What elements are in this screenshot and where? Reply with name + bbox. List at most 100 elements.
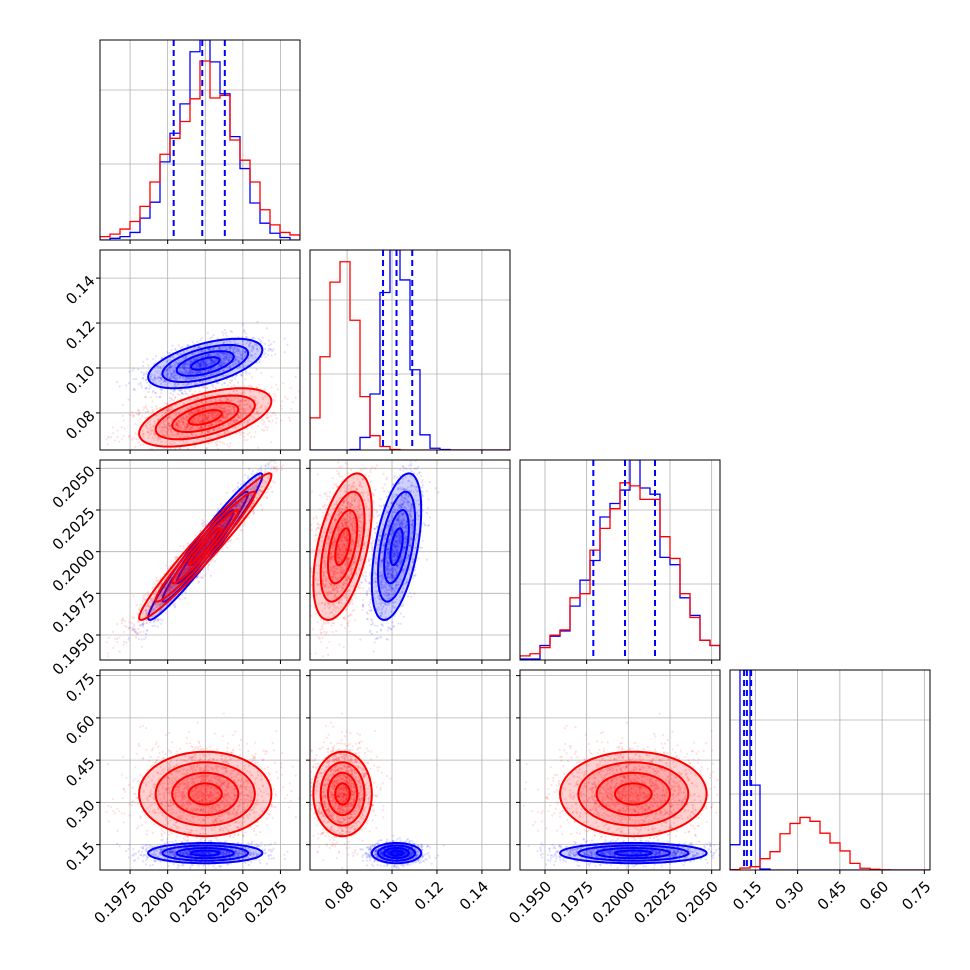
scatter-point [210,359,214,362]
scatter-point [118,650,121,653]
scatter-point [125,463,127,465]
scatter-point [199,362,202,365]
scatter-point [189,370,192,374]
scatter-point [246,360,250,363]
scatter-point [122,640,125,644]
scatter-point [189,405,192,408]
scatter-point [227,359,230,362]
scatter-point [280,419,283,422]
scatter-point [191,340,194,344]
scatter-point [160,622,163,625]
scatter-point [112,432,115,435]
scatter-point [184,367,187,370]
scatter-point [264,355,267,359]
scatter-point [239,357,242,360]
scatter-point [199,346,202,349]
scatter-point [203,523,206,526]
scatter-point [202,361,205,364]
scatter-point [106,443,109,446]
scatter-point [223,358,226,362]
scatter-point [248,372,251,375]
scatter-point [294,375,297,378]
scatter-point [139,630,142,634]
scatter-point [272,348,275,351]
scatter-point [312,393,314,395]
scatter-point [226,355,229,358]
scatter-point [137,368,140,371]
scatter-point [187,371,190,375]
scatter-point [173,369,177,373]
scatter-point [223,381,226,384]
scatter-point [220,351,223,354]
scatter-point [201,362,204,366]
scatter-point [226,384,229,387]
scatter-point [181,365,184,369]
scatter-point [178,366,181,369]
scatter-point [197,371,200,374]
scatter-point [202,361,205,365]
scatter-point [236,350,239,353]
scatter-point [211,349,214,352]
scatter-point [188,389,192,393]
scatter-point [184,591,187,594]
scatter-point [240,373,243,376]
scatter-point [185,371,188,375]
scatter-point [157,375,160,378]
scatter-point [266,428,269,432]
scatter-point [176,382,179,385]
scatter-point [243,385,246,388]
scatter-point [160,379,163,382]
scatter-point [262,422,265,425]
scatter-point [217,507,220,510]
scatter-point [198,370,201,373]
scatter-point [196,346,200,349]
scatter-point [172,356,175,359]
scatter-point [148,387,151,390]
scatter-point [197,345,200,349]
scatter-point [211,373,214,377]
scatter-point [228,365,231,369]
scatter-point [144,632,148,635]
scatter-point [132,377,136,381]
scatter-point [231,348,234,352]
scatter-point [152,376,156,380]
scatter-point [196,365,199,368]
scatter-point [255,386,258,389]
scatter-point [195,357,199,361]
scatter-point [209,368,212,371]
scatter-point [203,362,206,365]
scatter-point [128,413,131,417]
scatter-point [159,365,162,369]
scatter-point [228,348,231,351]
scatter-point [184,366,187,369]
scatter-point [235,432,238,436]
scatter-point [153,378,156,381]
scatter-point [208,353,211,356]
scatter-point [134,422,137,426]
scatter-point [229,347,232,350]
scatter-point [220,364,223,367]
scatter-point [200,350,204,353]
scatter-point [210,336,213,339]
scatter-point [264,468,267,471]
scatter-point [234,362,237,365]
scatter-point [188,376,191,380]
scatter-point [152,410,155,413]
scatter-point [241,358,244,361]
scatter-point [203,362,206,365]
scatter-point [270,440,273,444]
scatter-point [220,374,224,377]
scatter-point [179,369,182,373]
scatter-point [222,374,225,377]
scatter-point [156,450,158,452]
scatter-point [190,368,193,371]
scatter-point [205,359,208,362]
scatter-point [205,447,208,450]
y-tick-label: 0.14 [62,272,98,308]
scatter-point [227,359,230,362]
scatter-point [206,369,209,373]
scatter-point [258,358,261,361]
scatter-point [201,360,205,363]
scatter-point [159,618,162,621]
